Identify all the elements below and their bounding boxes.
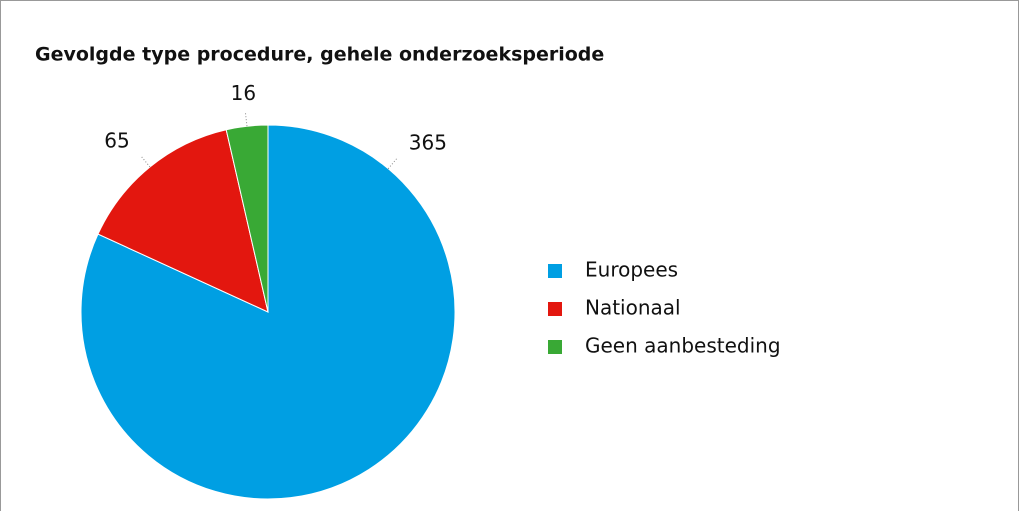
leader-line	[244, 112, 248, 127]
legend-label: Nationaal	[585, 296, 681, 320]
chart-title: Gevolgde type procedure, gehele onderzoe…	[35, 44, 604, 66]
leader-line	[387, 157, 398, 170]
data-label: 365	[409, 131, 447, 155]
legend-swatch	[548, 340, 562, 354]
legend-swatch	[548, 302, 562, 316]
data-label: 16	[231, 81, 256, 105]
legend-label: Geen aanbesteding	[585, 334, 781, 358]
data-label: 65	[104, 129, 129, 153]
legend-swatch	[548, 264, 562, 278]
legend-label: Europees	[585, 258, 678, 282]
